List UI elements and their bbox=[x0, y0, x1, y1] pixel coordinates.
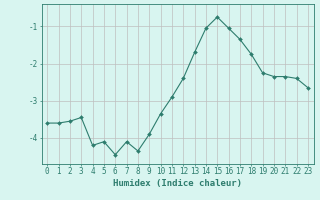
X-axis label: Humidex (Indice chaleur): Humidex (Indice chaleur) bbox=[113, 179, 242, 188]
